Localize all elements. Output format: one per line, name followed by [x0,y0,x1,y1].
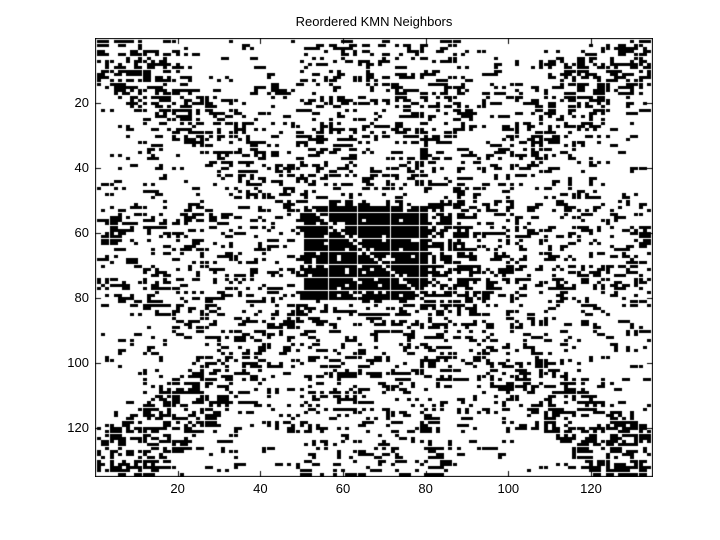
x-tick-label: 120 [580,481,602,496]
y-tick-label: 120 [67,420,89,436]
x-tick-label: 40 [253,481,268,496]
x-tick-label: 20 [170,481,185,496]
y-tick-label: 60 [74,225,89,241]
plot-area [95,38,653,477]
y-tick-label: 100 [67,355,89,371]
y-tick-label: 40 [74,160,89,176]
chart-title: Reordered KMN Neighbors [295,14,453,29]
x-tick-label: 80 [418,481,433,496]
spy-plot-canvas [95,38,653,477]
y-tick-label: 20 [74,95,89,111]
y-tick-label: 80 [74,290,89,306]
x-tick-label: 100 [497,481,520,496]
x-tick-label: 60 [335,481,351,496]
